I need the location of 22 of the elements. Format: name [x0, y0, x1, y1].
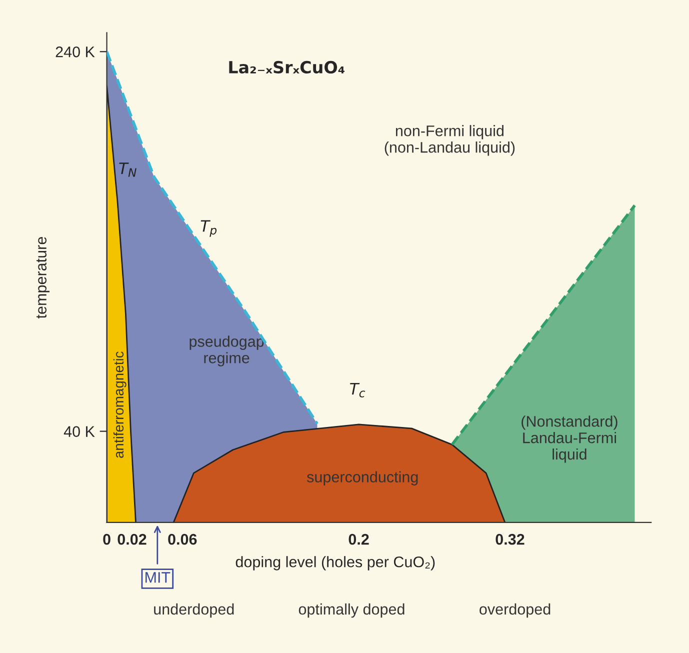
text: MIT [146, 572, 170, 583]
text: optimally doped [298, 603, 404, 618]
series-label: T$_{p}$ [200, 220, 217, 237]
x-tick-label: 0 [103, 534, 110, 545]
series-label: T$_{c}$ [350, 382, 366, 398]
x-tick-label: 0.2 [348, 534, 369, 545]
y-tick-label: 240 K [56, 46, 95, 58]
x-tick-label: 0.02 [118, 534, 146, 545]
text: underdoped [154, 603, 234, 618]
y-tick-label: 40 K [64, 426, 95, 437]
annotation: (Nonstandard) Landau-Fermi liquid [522, 416, 618, 463]
series-label: T$_{N}$ [119, 162, 136, 177]
y-axis-title: temperature [36, 237, 50, 318]
annotation: antiferromagnetic [113, 352, 126, 458]
annotation: non-Fermi liquid (non-Landau liquid) [384, 125, 515, 156]
x-tick-label: 0.06 [168, 534, 197, 545]
x-tick-label: 0.32 [496, 534, 524, 545]
annotation: pseudogap regime [190, 336, 264, 366]
annotation: superconducting [306, 471, 418, 486]
text: La₂₋ₓSrₓCuO₄ [229, 60, 344, 74]
text: overdoped [480, 603, 550, 618]
x-axis-title: doping level (holes per CuO₂) [236, 556, 435, 570]
